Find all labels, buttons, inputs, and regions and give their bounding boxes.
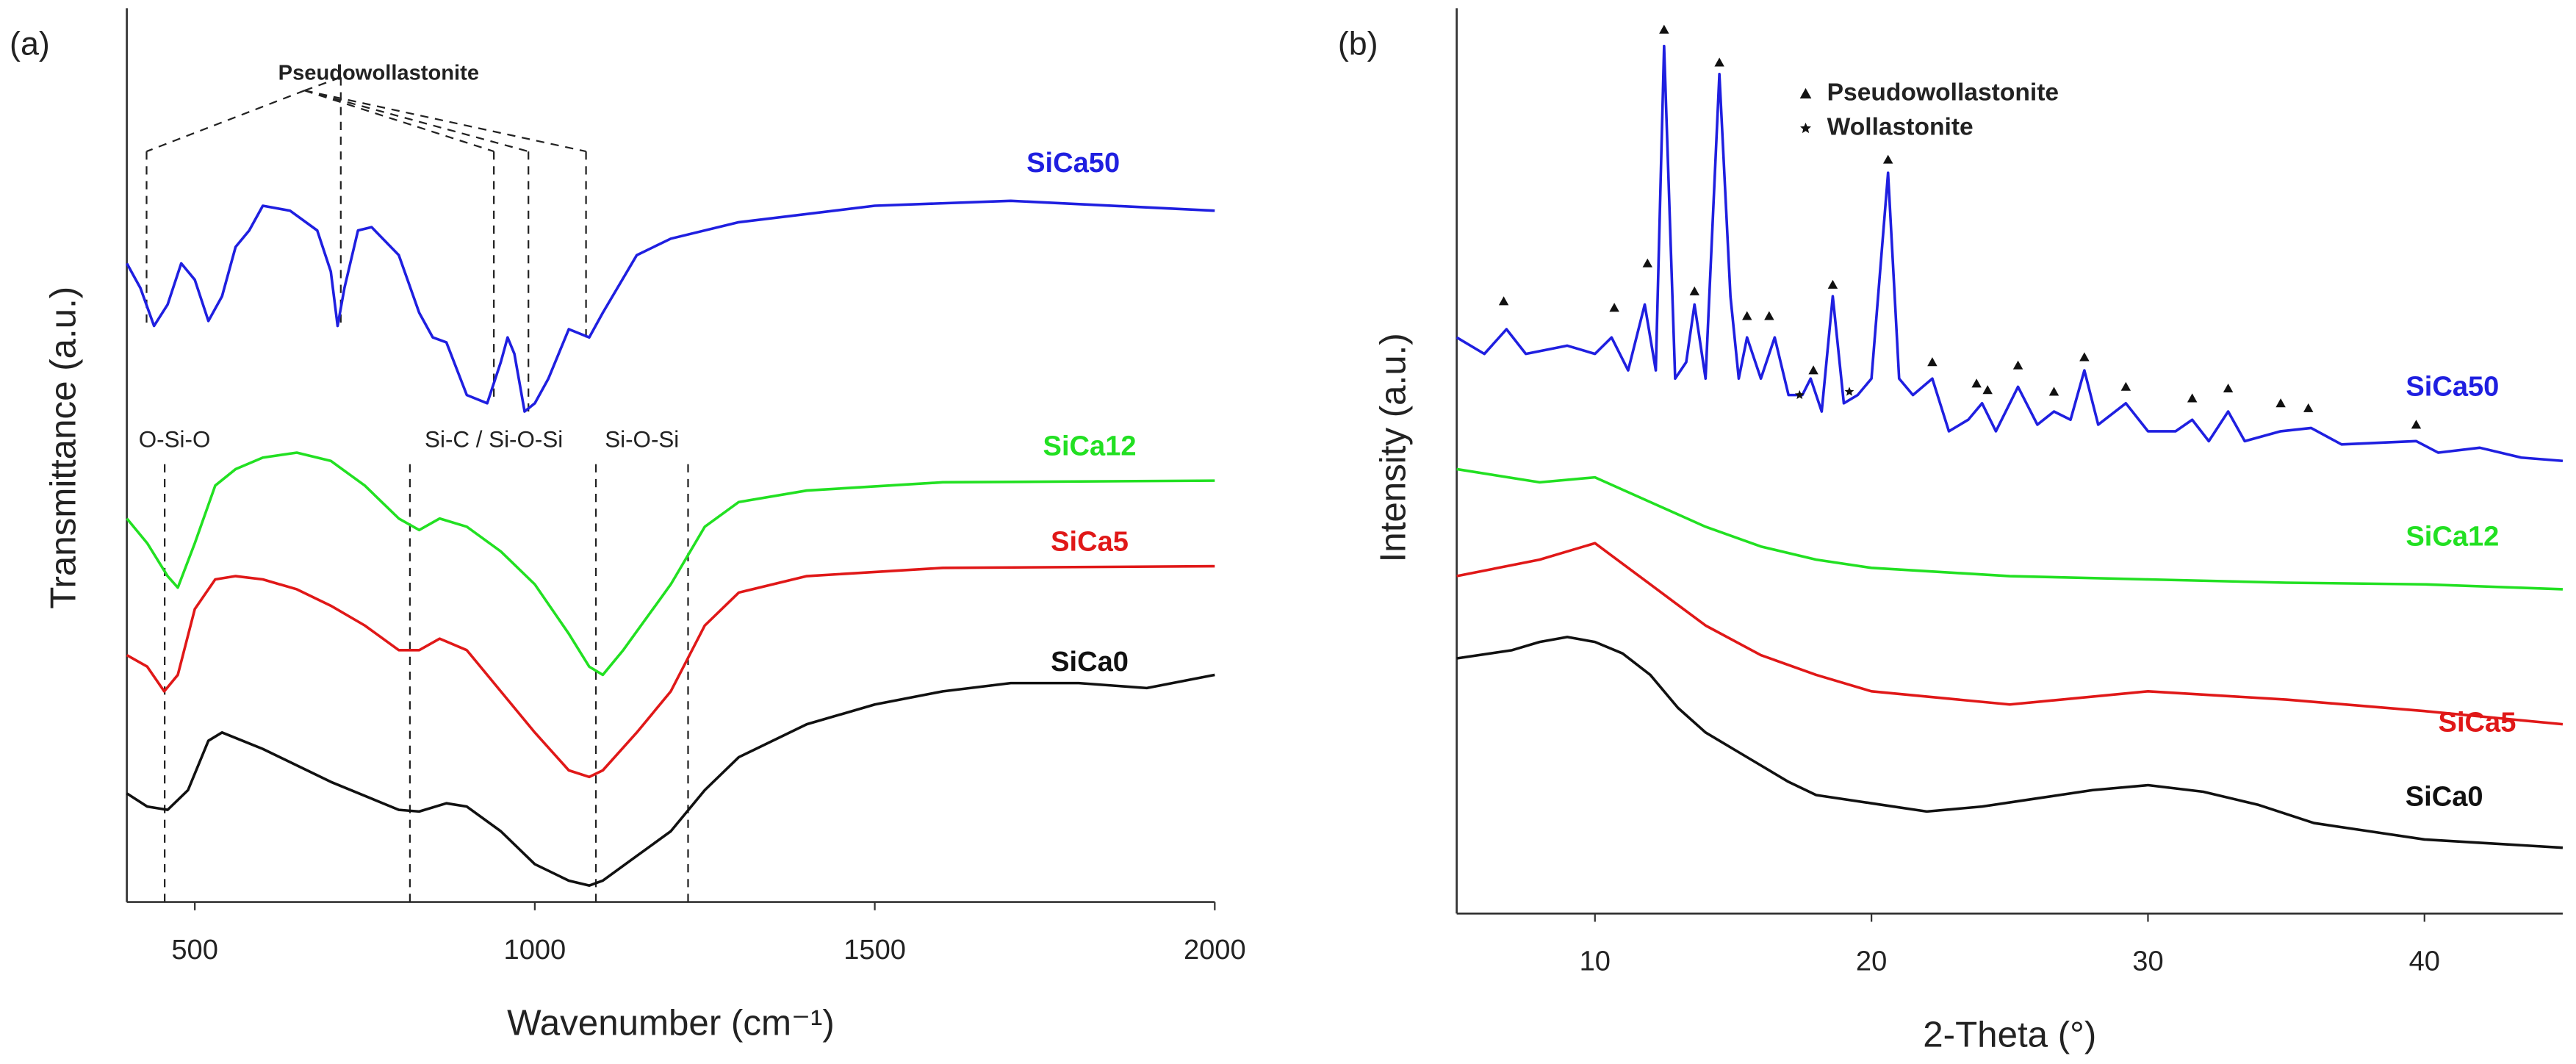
peak-marker — [1714, 57, 1724, 67]
legend-label: Wollastonite — [1827, 114, 1974, 141]
peak-marker — [1827, 279, 1838, 289]
peak-marker — [1742, 311, 1752, 320]
annotation: Si-C / Si-O-Si — [425, 427, 563, 453]
y-axis-label: Intensity (a.u.) — [1373, 333, 1414, 562]
peak-marker — [1808, 365, 1818, 375]
annotation: Si-O-Si — [605, 427, 679, 453]
peak-marker — [2120, 381, 2131, 391]
series-label: SiCa12 — [2406, 522, 2499, 553]
legend-symbol — [1799, 87, 1812, 98]
peak-marker — [1794, 389, 1805, 400]
peak-marker — [2303, 403, 2314, 412]
series-line — [1456, 542, 2564, 726]
series-line — [126, 451, 1215, 677]
series-line — [1456, 636, 2564, 849]
series-label: SiCa5 — [1051, 526, 1129, 557]
legend-label: Pseudowollastonite — [1827, 79, 2059, 107]
annotation-leader — [304, 90, 529, 153]
peak-marker — [1882, 154, 1893, 164]
annotation-leader — [304, 76, 342, 92]
annotation: Pseudowollastonite — [278, 61, 479, 85]
series-label: SiCa0 — [2406, 782, 2483, 813]
x-tick-label: 30 — [2132, 946, 2163, 977]
peak-marker — [1659, 24, 1669, 34]
series-label: SiCa12 — [1043, 431, 1137, 461]
annotation-leader — [304, 90, 494, 153]
panel-label: (a) — [10, 26, 50, 62]
peak-marker — [2079, 352, 2090, 362]
series-label: SiCa0 — [1051, 647, 1129, 677]
peak-marker — [1982, 385, 1993, 395]
series-line — [1456, 467, 2564, 591]
x-tick-label: 10 — [1580, 946, 1611, 977]
annotation-leader — [146, 90, 305, 153]
series-line — [126, 673, 1215, 887]
peak-marker — [1927, 357, 1938, 367]
annotation-leader — [304, 90, 586, 153]
y-axis-label: Transmittance (a.u.) — [43, 287, 84, 609]
peak-marker — [2187, 393, 2198, 403]
x-tick-label: 1000 — [504, 935, 566, 966]
peak-marker — [1498, 296, 1509, 306]
legend-symbol — [1800, 122, 1811, 134]
peak-marker — [1971, 378, 1982, 388]
annotation: O-Si-O — [139, 427, 211, 453]
x-tick-label: 1500 — [843, 935, 906, 966]
x-tick-label: 20 — [1856, 946, 1887, 977]
x-tick-label: 2000 — [1184, 935, 1246, 966]
series-label: SiCa50 — [1026, 148, 1120, 179]
peak-marker — [2275, 398, 2286, 408]
series-line — [126, 564, 1215, 779]
x-axis-label: 2-Theta (°) — [1923, 1014, 2096, 1054]
series-label: SiCa50 — [2406, 372, 2499, 403]
x-tick-label: 40 — [2409, 946, 2440, 977]
peak-marker — [2223, 383, 2234, 393]
peak-marker — [1764, 311, 1774, 320]
peak-marker — [2048, 387, 2059, 396]
peak-marker — [1642, 258, 1653, 267]
panel-label: (b) — [1338, 26, 1378, 62]
peak-marker — [1844, 387, 1854, 396]
peak-marker — [2012, 360, 2023, 370]
series-line — [1456, 44, 2564, 463]
peak-marker — [1689, 286, 1699, 295]
peak-marker — [2411, 420, 2422, 429]
series-line — [126, 199, 1215, 413]
x-axis-label: Wavenumber (cm⁻¹) — [507, 1003, 835, 1043]
x-tick-label: 500 — [171, 935, 218, 966]
peak-marker — [1609, 303, 1619, 312]
series-label: SiCa5 — [2439, 708, 2516, 738]
